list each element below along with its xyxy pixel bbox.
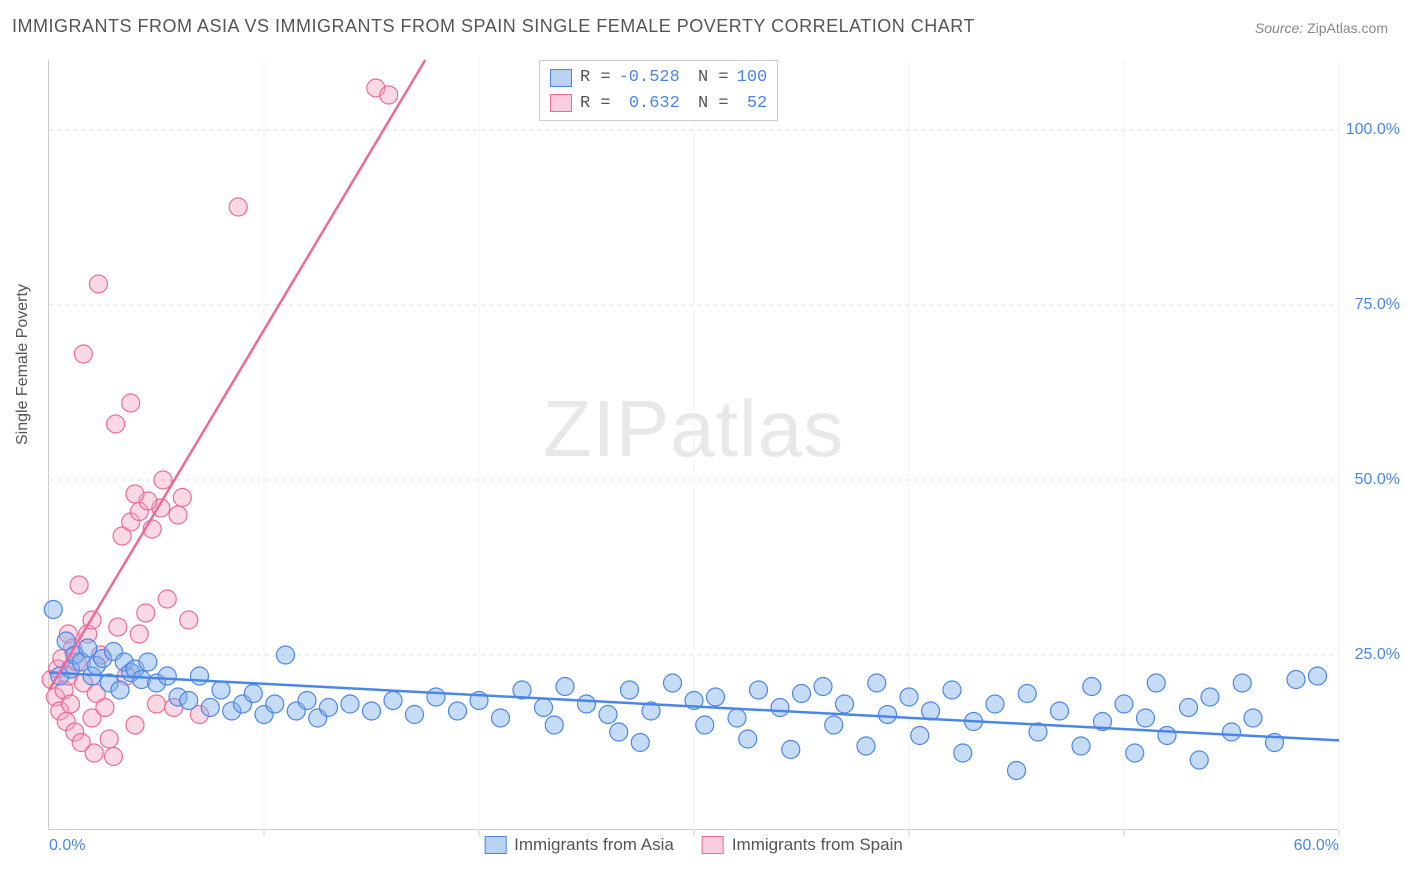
series-asia-points (44, 601, 1326, 780)
plot-svg (49, 60, 1338, 829)
swatch-spain (702, 836, 724, 854)
source-label: Source: (1255, 20, 1303, 36)
stat-r-label: R = (580, 65, 611, 91)
chart-title: IMMIGRANTS FROM ASIA VS IMMIGRANTS FROM … (12, 16, 975, 37)
y-tick-label: 100.0% (1346, 121, 1400, 139)
stat-r-spain: 0.632 (619, 91, 680, 117)
legend-stats-row-spain: R = 0.632 N = 52 (550, 91, 767, 117)
legend-label-spain: Immigrants from Spain (732, 835, 903, 855)
legend-item-asia: Immigrants from Asia (484, 835, 674, 855)
source-attribution: Source: ZipAtlas.com (1255, 20, 1388, 36)
stat-n-asia: 100 (737, 65, 768, 91)
y-tick-label: 75.0% (1355, 296, 1400, 314)
y-tick-label: 50.0% (1355, 471, 1400, 489)
plot-area: ZIPatlas 25.0%50.0%75.0%100.0% 0.0%60.0%… (48, 60, 1338, 830)
legend-label-asia: Immigrants from Asia (514, 835, 674, 855)
swatch-asia (550, 69, 572, 87)
y-axis-label: Single Female Poverty (14, 284, 32, 445)
swatch-spain (550, 94, 572, 112)
y-tick-label: 25.0% (1355, 646, 1400, 664)
chart-container: IMMIGRANTS FROM ASIA VS IMMIGRANTS FROM … (0, 0, 1406, 892)
stat-n-spain: 52 (737, 91, 768, 117)
bottom-legend: Immigrants from Asia Immigrants from Spa… (484, 835, 903, 855)
swatch-asia (484, 836, 506, 854)
stat-r-asia: -0.528 (619, 65, 680, 91)
legend-stats-box: R = -0.528 N = 100 R = 0.632 N = 52 (539, 60, 778, 121)
stat-n-label: N = (688, 65, 729, 91)
x-tick-label: 0.0% (49, 837, 85, 855)
stat-r-label: R = (580, 91, 611, 117)
stat-n-label: N = (688, 91, 729, 117)
legend-stats-row-asia: R = -0.528 N = 100 (550, 65, 767, 91)
source-value: ZipAtlas.com (1307, 20, 1388, 36)
legend-item-spain: Immigrants from Spain (702, 835, 903, 855)
x-tick-label: 60.0% (1294, 837, 1339, 855)
